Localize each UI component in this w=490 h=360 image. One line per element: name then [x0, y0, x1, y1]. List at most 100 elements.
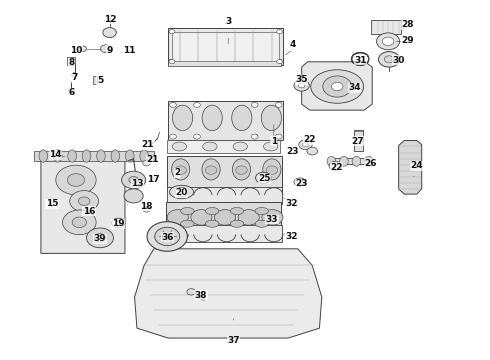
Text: 10: 10 [70, 46, 82, 55]
Text: 12: 12 [104, 15, 117, 24]
Circle shape [205, 166, 217, 174]
Circle shape [94, 234, 106, 242]
Circle shape [194, 134, 200, 139]
Circle shape [260, 175, 267, 180]
Ellipse shape [97, 150, 105, 162]
Circle shape [79, 46, 87, 51]
Bar [168, 140, 280, 153]
Text: 25: 25 [258, 174, 270, 183]
Circle shape [251, 134, 258, 139]
Text: 24: 24 [411, 161, 423, 170]
Ellipse shape [68, 150, 76, 162]
Text: 27: 27 [351, 137, 364, 146]
Circle shape [87, 228, 113, 248]
Text: 1: 1 [270, 137, 277, 146]
Text: 14: 14 [49, 150, 62, 159]
Text: 21: 21 [142, 140, 154, 149]
Bar [169, 59, 281, 66]
Ellipse shape [205, 207, 219, 215]
Circle shape [100, 45, 111, 53]
Circle shape [103, 28, 116, 37]
Circle shape [143, 160, 150, 166]
Circle shape [112, 218, 125, 228]
Circle shape [187, 289, 196, 295]
Circle shape [384, 56, 394, 63]
Text: 3: 3 [225, 17, 231, 26]
Text: 2: 2 [174, 168, 181, 177]
Text: 20: 20 [175, 188, 188, 197]
Ellipse shape [202, 159, 220, 180]
Circle shape [115, 221, 121, 225]
Ellipse shape [352, 156, 361, 166]
Circle shape [256, 172, 271, 184]
Ellipse shape [53, 150, 62, 162]
Text: 22: 22 [330, 163, 343, 172]
Text: 21: 21 [147, 155, 159, 164]
Bar [93, 76, 97, 84]
Text: 22: 22 [304, 135, 316, 144]
Circle shape [331, 82, 343, 91]
Circle shape [277, 30, 282, 34]
Circle shape [63, 210, 96, 235]
Ellipse shape [181, 220, 194, 227]
Ellipse shape [230, 207, 244, 215]
Ellipse shape [125, 150, 134, 162]
Circle shape [303, 143, 308, 147]
Text: 29: 29 [401, 36, 414, 45]
Ellipse shape [181, 207, 194, 215]
Circle shape [68, 89, 74, 93]
Ellipse shape [205, 220, 219, 227]
Circle shape [329, 161, 342, 171]
Circle shape [377, 33, 400, 50]
Polygon shape [302, 62, 372, 110]
Text: →: → [126, 44, 132, 50]
Text: 15: 15 [46, 199, 58, 208]
Ellipse shape [172, 159, 190, 180]
Ellipse shape [255, 207, 269, 215]
Ellipse shape [111, 150, 120, 162]
Polygon shape [135, 249, 322, 338]
Text: 35: 35 [295, 75, 308, 84]
Text: 39: 39 [94, 234, 106, 243]
Circle shape [162, 233, 172, 240]
Text: 26: 26 [365, 158, 377, 167]
Circle shape [175, 188, 188, 197]
Bar [167, 188, 282, 204]
Bar [371, 20, 401, 33]
Circle shape [215, 210, 236, 225]
Bar [167, 156, 282, 191]
Ellipse shape [232, 159, 250, 180]
Text: 5: 5 [97, 76, 103, 85]
Bar [166, 202, 281, 233]
Circle shape [266, 166, 278, 174]
Text: 6: 6 [68, 88, 74, 97]
Text: 17: 17 [147, 175, 160, 184]
Text: 28: 28 [401, 20, 414, 29]
Ellipse shape [311, 70, 364, 103]
Bar [34, 151, 154, 161]
Circle shape [251, 102, 258, 107]
Bar [168, 101, 283, 140]
Circle shape [67, 174, 85, 186]
Polygon shape [41, 154, 125, 253]
Circle shape [191, 210, 212, 225]
Ellipse shape [263, 159, 281, 180]
Ellipse shape [340, 156, 348, 166]
Text: 8: 8 [68, 58, 74, 67]
Bar [353, 130, 363, 151]
Ellipse shape [365, 156, 373, 166]
Text: 7: 7 [72, 73, 78, 82]
Text: 4: 4 [290, 40, 296, 49]
Ellipse shape [327, 156, 336, 166]
Ellipse shape [203, 142, 217, 151]
Circle shape [382, 37, 394, 46]
Ellipse shape [140, 150, 148, 162]
Circle shape [72, 73, 77, 77]
Circle shape [147, 222, 187, 251]
Text: 11: 11 [123, 46, 136, 55]
Text: 34: 34 [348, 83, 361, 92]
Ellipse shape [172, 142, 187, 151]
Circle shape [72, 217, 87, 228]
Circle shape [143, 207, 150, 212]
Circle shape [170, 134, 176, 139]
